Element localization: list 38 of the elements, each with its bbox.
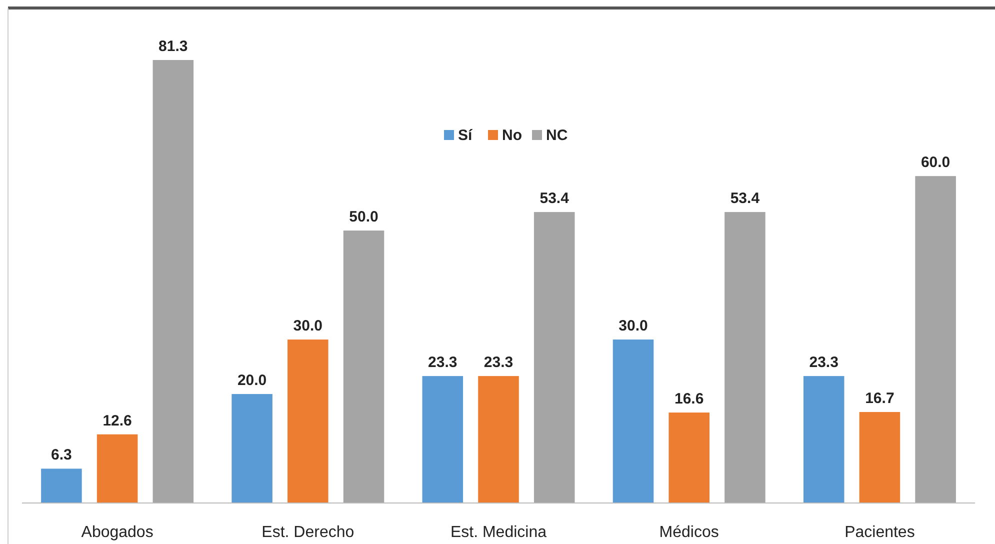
data-label: 81.3 [158, 38, 188, 55]
bar [724, 212, 766, 503]
x-tick-label: Est. Derecho [262, 524, 354, 541]
bar [915, 176, 956, 503]
data-label: 20.0 [237, 372, 267, 390]
data-label: 23.3 [809, 354, 838, 372]
legend-label: No [502, 127, 522, 144]
data-label: 60.0 [920, 154, 950, 172]
data-label: 53.4 [730, 190, 760, 208]
x-tick-label: Médicos [659, 524, 719, 541]
bar [152, 60, 194, 503]
data-label: 12.6 [102, 412, 132, 430]
bar [478, 376, 519, 503]
bar [534, 212, 575, 503]
data-label: 30.0 [293, 318, 322, 335]
bar [41, 468, 82, 503]
bar [343, 230, 384, 503]
x-tick-label: Abogados [81, 524, 154, 541]
data-label: 16.6 [674, 390, 704, 408]
bar [803, 376, 844, 503]
data-label: 23.3 [484, 354, 514, 372]
x-tick-label: Est. Medicina [450, 524, 547, 541]
bar [612, 340, 654, 503]
bar [232, 394, 272, 503]
x-tick-label: Pacientes [844, 524, 915, 541]
data-label: 23.3 [428, 354, 458, 372]
bar [288, 340, 328, 503]
legend-label: NC [546, 127, 568, 144]
data-label: 30.0 [618, 318, 648, 335]
data-label: 16.7 [865, 390, 894, 407]
bar [859, 412, 900, 503]
data-label: 50.0 [349, 208, 378, 226]
bar [422, 376, 464, 503]
bar [668, 412, 710, 503]
data-label: 53.4 [540, 190, 570, 208]
data-label: 6.3 [51, 446, 72, 464]
bar [96, 434, 138, 503]
legend-label: Sí [458, 127, 474, 144]
